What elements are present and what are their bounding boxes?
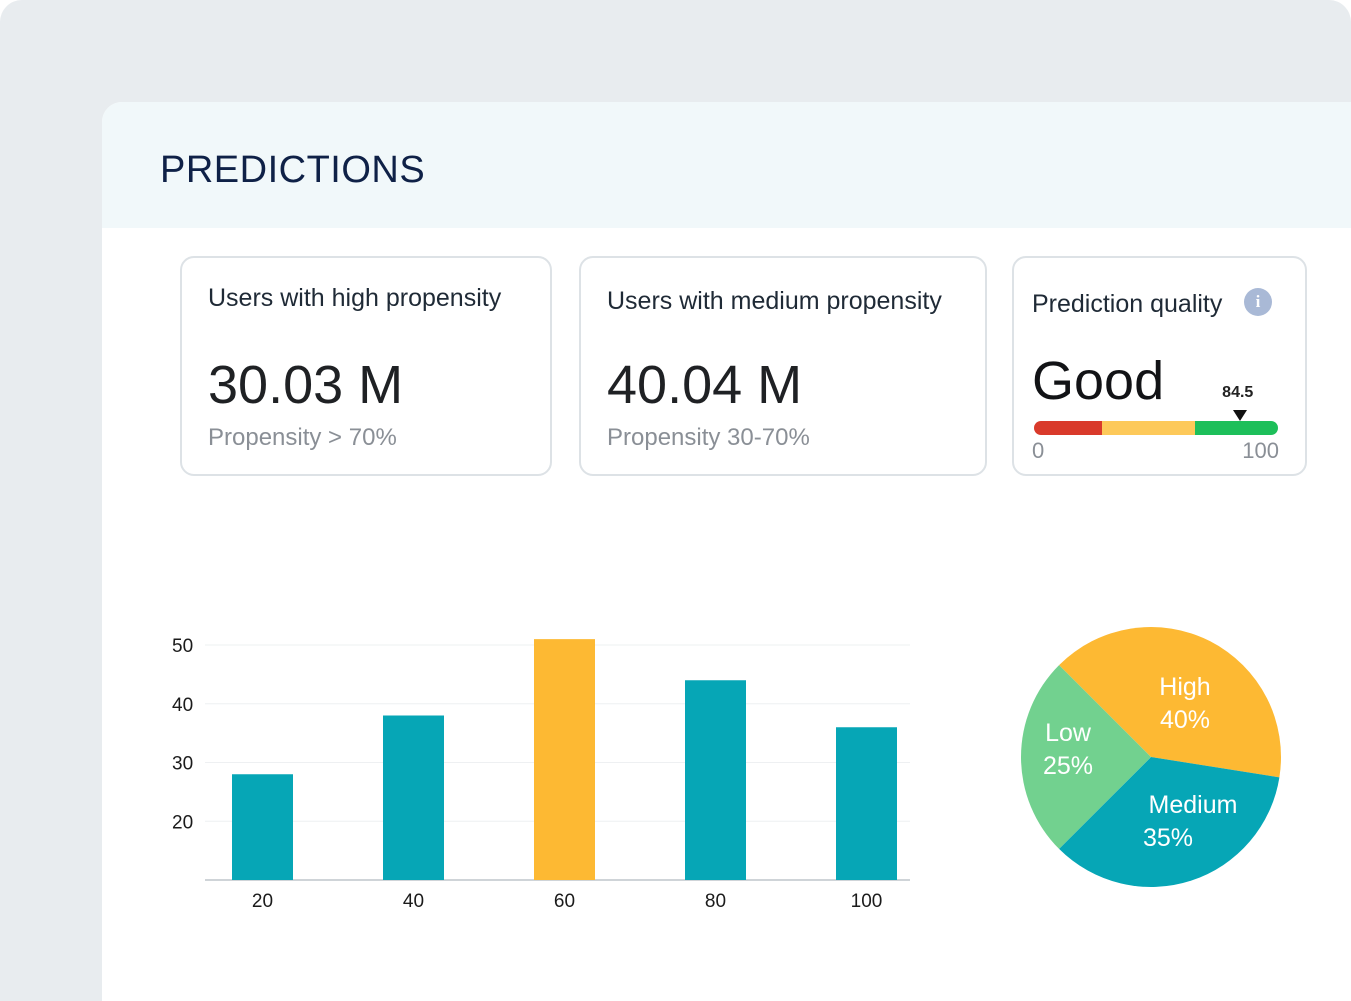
- x-tick-label: 80: [705, 891, 726, 912]
- gauge-max-label: 100: [1242, 438, 1279, 463]
- pie-label: Medium: [1149, 791, 1238, 819]
- quality-gauge: [1034, 421, 1278, 435]
- bar-60[interactable]: [534, 639, 595, 880]
- quality-rating: Good: [1032, 351, 1165, 411]
- panel-header: PREDICTIONS: [102, 102, 1351, 228]
- card-title: Prediction quality: [1032, 290, 1223, 318]
- x-tick-label: 20: [252, 891, 273, 912]
- y-tick-label: 20: [172, 812, 193, 833]
- pie-slice-medium[interactable]: [1059, 757, 1280, 887]
- bar-80[interactable]: [685, 680, 746, 880]
- prediction-quality-card[interactable]: Prediction quality i Good 84.5 0 100: [1012, 256, 1307, 476]
- card-subtitle: Propensity 30-70%: [607, 424, 810, 451]
- pie-percent-label: 25%: [1043, 752, 1093, 780]
- x-tick-label: 40: [403, 891, 424, 912]
- page-title: PREDICTIONS: [160, 149, 426, 191]
- pie-label: High: [1159, 673, 1210, 701]
- gauge-score: 84.5: [1222, 384, 1254, 401]
- info-icon[interactable]: i: [1244, 288, 1272, 316]
- medium-propensity-card[interactable]: Users with medium propensity 40.04 M Pro…: [579, 256, 987, 476]
- y-tick-label: 40: [172, 695, 193, 716]
- gauge-segment-0: [1034, 421, 1103, 435]
- bar-100[interactable]: [836, 727, 897, 880]
- pie-percent-label: 40%: [1160, 706, 1210, 734]
- y-tick-label: 50: [172, 636, 193, 657]
- pie-chart: High 40% Medium 35% Low 25%: [1021, 627, 1281, 887]
- card-title: Users with high propensity: [208, 284, 502, 312]
- bar-20[interactable]: [232, 774, 293, 880]
- card-value: 30.03 M: [208, 355, 404, 415]
- x-tick-label: 60: [554, 891, 575, 912]
- card-value: 40.04 M: [607, 355, 803, 415]
- gauge-segment-1: [1102, 421, 1196, 435]
- gauge-marker-icon: [1233, 410, 1248, 421]
- card-subtitle: Propensity > 70%: [208, 424, 397, 451]
- high-propensity-card[interactable]: Users with high propensity 30.03 M Prope…: [180, 256, 552, 476]
- gauge-segment-2: [1195, 421, 1278, 435]
- bar-40[interactable]: [383, 715, 444, 881]
- bar-chart: 20 30 40 50 20 40 60 80 100: [172, 636, 910, 912]
- gauge-min-label: 0: [1032, 438, 1045, 463]
- pie-slice-high[interactable]: [1059, 627, 1281, 778]
- pie-percent-label: 35%: [1143, 824, 1193, 852]
- card-title: Users with medium propensity: [607, 287, 942, 315]
- predictions-panel: PREDICTIONS Users with high propensity 3…: [102, 102, 1351, 1001]
- pie-slice-low[interactable]: [1021, 665, 1151, 849]
- pie-label: Low: [1045, 719, 1092, 747]
- y-tick-label: 30: [172, 754, 193, 775]
- x-tick-label: 100: [851, 891, 883, 912]
